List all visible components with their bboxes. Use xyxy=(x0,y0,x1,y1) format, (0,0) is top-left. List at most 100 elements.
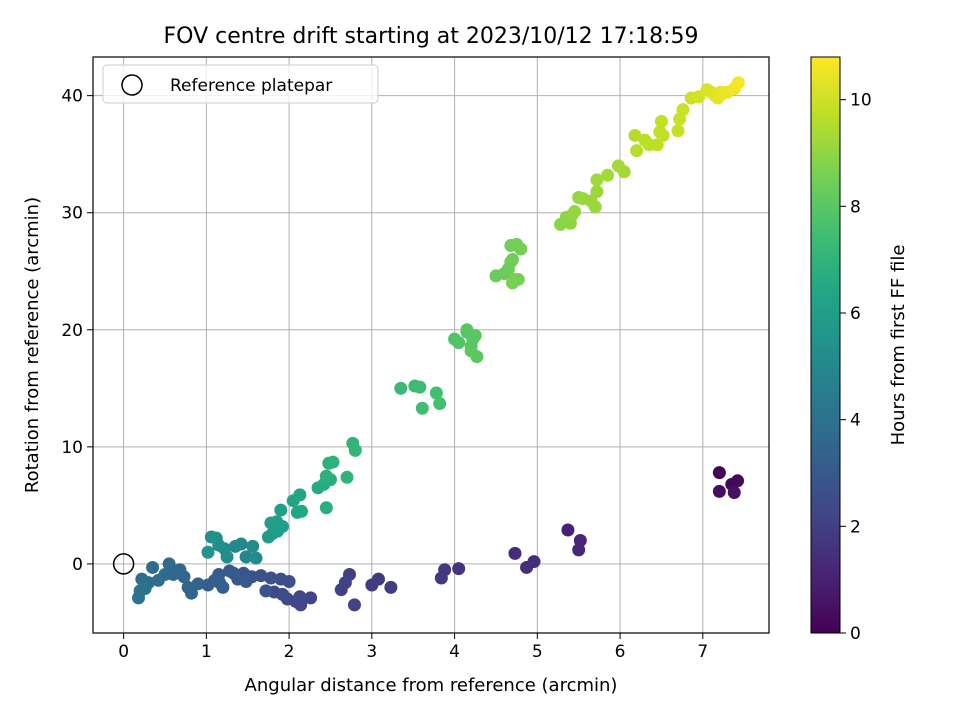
y-tick-label: 0 xyxy=(72,555,83,575)
data-point xyxy=(216,580,230,594)
y-tick-label: 40 xyxy=(61,87,83,107)
data-point xyxy=(617,165,631,179)
x-tick-label: 5 xyxy=(532,642,543,662)
data-point xyxy=(384,580,398,594)
data-point xyxy=(630,144,644,158)
data-point xyxy=(246,539,260,553)
data-point xyxy=(413,380,427,394)
x-tick-label: 7 xyxy=(697,642,708,662)
data-point xyxy=(628,128,642,142)
data-point xyxy=(319,501,333,515)
x-tick-label: 6 xyxy=(615,642,626,662)
data-point xyxy=(394,381,408,395)
colorbar-tick-label: 2 xyxy=(850,517,861,537)
x-tick-label: 3 xyxy=(366,642,377,662)
data-point xyxy=(162,557,176,571)
x-tick-label: 1 xyxy=(201,642,212,662)
y-axis-label: Rotation from reference (arcmin) xyxy=(22,197,43,493)
data-point xyxy=(506,253,520,267)
data-point xyxy=(275,519,289,533)
data-point xyxy=(249,551,263,565)
colorbar-tick-label: 6 xyxy=(850,304,861,324)
data-point xyxy=(452,562,466,576)
data-point xyxy=(590,185,604,199)
data-point xyxy=(348,443,362,457)
y-tick-label: 30 xyxy=(61,204,83,224)
data-point xyxy=(132,591,146,605)
data-point xyxy=(319,469,333,483)
data-point xyxy=(304,591,318,605)
colorbar-tick-label: 4 xyxy=(850,411,861,431)
data-point xyxy=(326,455,340,469)
data-point xyxy=(228,539,242,553)
data-point xyxy=(590,173,604,187)
data-point xyxy=(568,205,582,219)
data-point xyxy=(508,546,522,560)
data-point xyxy=(656,128,670,142)
y-ticks: 0 10 20 30 40 xyxy=(61,87,93,575)
colorbar-ticks: 0 2 4 6 8 10 xyxy=(840,91,872,644)
data-point xyxy=(433,397,447,411)
data-point xyxy=(293,488,307,502)
plot-frame xyxy=(92,56,770,634)
colorbar-tick-label: 0 xyxy=(850,624,861,644)
data-point xyxy=(588,200,602,214)
data-point xyxy=(334,583,348,597)
x-axis-label: Angular distance from reference (arcmin) xyxy=(245,675,618,696)
data-point xyxy=(151,573,165,587)
data-point xyxy=(191,577,205,591)
y-tick-label: 10 xyxy=(61,438,83,458)
data-point xyxy=(654,114,668,128)
y-tick-label: 20 xyxy=(61,321,83,341)
x-ticks: 0 1 2 3 4 5 6 7 xyxy=(118,633,708,662)
x-tick-label: 2 xyxy=(284,642,295,662)
data-point xyxy=(274,572,288,586)
data-point xyxy=(452,336,466,350)
data-point xyxy=(146,560,160,574)
data-point xyxy=(239,550,253,564)
data-point xyxy=(340,470,354,484)
data-point xyxy=(415,401,429,415)
data-point xyxy=(365,578,379,592)
data-point xyxy=(572,543,586,557)
colorbar-gradient xyxy=(810,56,841,634)
legend-box xyxy=(102,64,379,104)
data-point xyxy=(514,242,528,256)
data-point xyxy=(274,503,288,517)
data-point xyxy=(601,168,615,182)
data-points xyxy=(132,76,745,612)
data-point xyxy=(264,571,278,585)
data-point xyxy=(727,486,741,500)
data-point xyxy=(468,329,482,343)
colorbar-tick-label: 10 xyxy=(850,91,872,111)
data-point xyxy=(181,580,195,594)
colorbar-label: Hours from first FF file xyxy=(888,245,909,446)
data-point xyxy=(650,138,664,152)
data-point xyxy=(712,466,726,480)
data-point xyxy=(347,598,361,612)
data-point xyxy=(259,584,273,598)
data-point xyxy=(204,530,218,544)
colorbar-tick-label: 8 xyxy=(850,197,861,217)
legend-label: Reference platepar xyxy=(170,76,332,96)
data-point xyxy=(712,484,726,498)
data-point xyxy=(561,523,575,537)
data-point xyxy=(434,571,448,585)
data-point xyxy=(295,504,309,518)
x-tick-label: 4 xyxy=(449,642,460,662)
legend-marker-icon xyxy=(121,74,143,96)
data-point xyxy=(429,386,443,400)
data-point xyxy=(201,545,215,559)
data-point xyxy=(506,276,520,290)
data-point xyxy=(731,76,745,90)
data-point xyxy=(464,344,478,358)
data-point xyxy=(520,560,534,574)
data-point xyxy=(138,582,152,596)
chart-title: FOV centre drift starting at 2023/10/12 … xyxy=(164,24,699,49)
grid xyxy=(93,57,769,633)
data-point xyxy=(223,564,237,578)
legend: Reference platepar xyxy=(102,64,379,104)
data-point xyxy=(671,124,685,138)
data-point xyxy=(731,474,745,488)
